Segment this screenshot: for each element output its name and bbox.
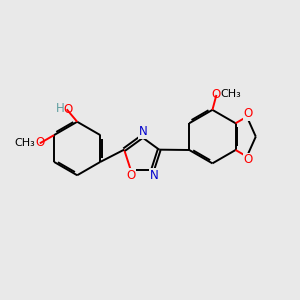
Text: N: N xyxy=(139,125,147,138)
Text: O: O xyxy=(63,103,73,116)
Text: CH₃: CH₃ xyxy=(15,138,35,148)
Text: O: O xyxy=(126,169,136,182)
Text: N: N xyxy=(150,169,159,182)
Text: H: H xyxy=(56,102,64,115)
Text: O: O xyxy=(211,88,220,100)
Text: CH₃: CH₃ xyxy=(220,89,241,99)
Text: O: O xyxy=(243,107,252,120)
Text: O: O xyxy=(243,153,252,166)
Text: O: O xyxy=(35,136,44,149)
